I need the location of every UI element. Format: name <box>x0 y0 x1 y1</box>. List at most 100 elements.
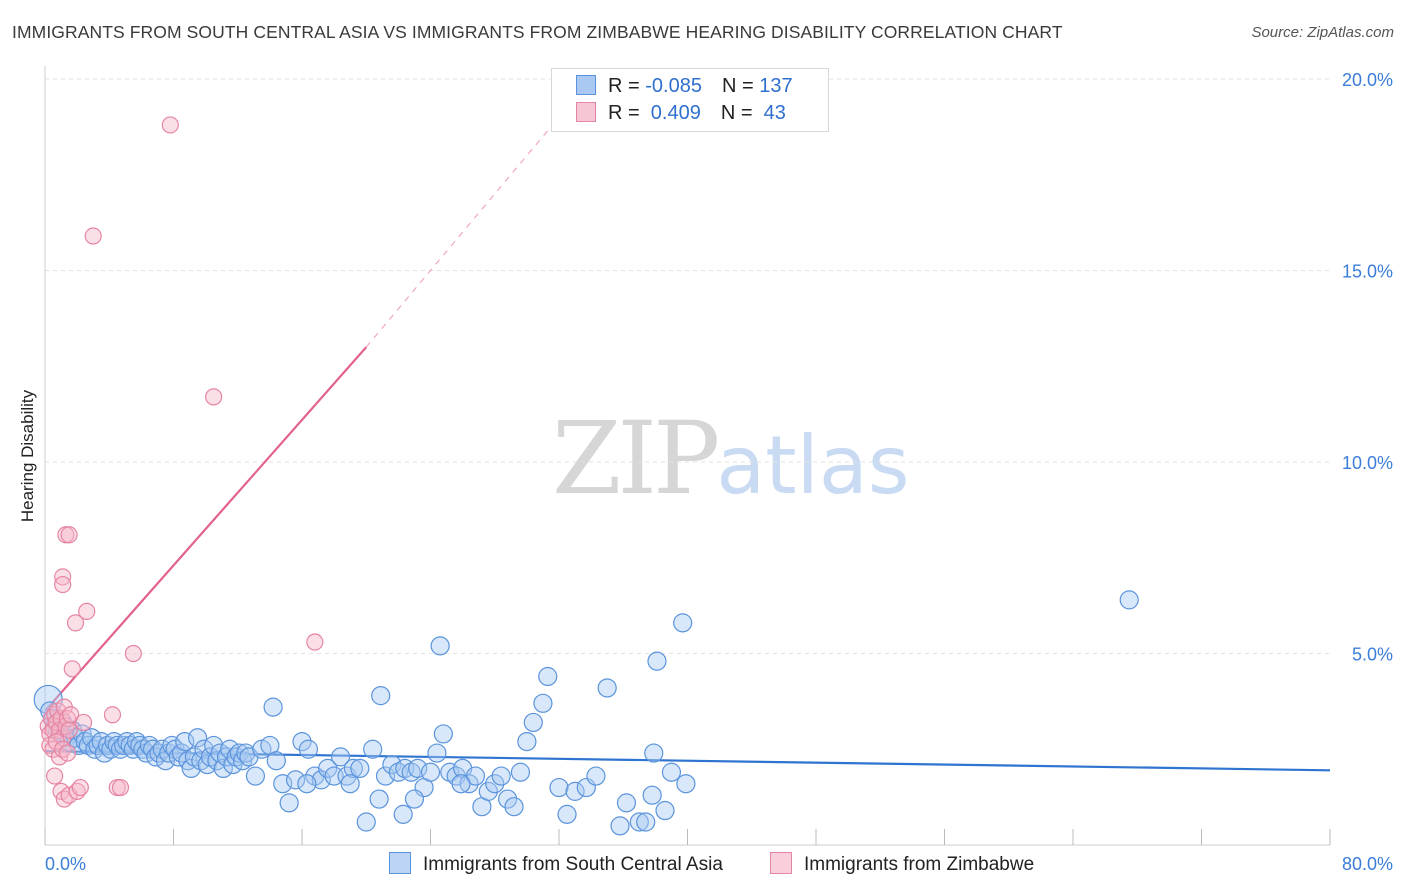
bottom-legend-label: Immigrants from South Central Asia <box>423 854 723 875</box>
blue-data-point <box>181 758 201 779</box>
pink-data-point <box>58 744 77 762</box>
blue-data-point <box>408 758 428 779</box>
blue-data-point <box>610 816 630 836</box>
blue-data-point <box>356 812 376 832</box>
pink-data-point <box>60 526 78 544</box>
x-tick-label: 0.0% <box>45 854 86 874</box>
tick-labels: 5.0% 10.0% 15.0% 20.0% 0.0% 80.0% <box>45 70 1393 874</box>
correlation-legend: R = -0.085 N = 137 R = 0.409 N = 43 <box>551 68 829 132</box>
blue-data-point <box>311 770 331 790</box>
blue-data-point <box>81 728 102 748</box>
pink-data-point <box>306 633 324 651</box>
blue-data-point <box>510 762 531 782</box>
pink-data-point <box>63 660 81 678</box>
axes <box>44 66 1331 846</box>
chart-title: IMMIGRANTS FROM SOUTH CENTRAL ASIA VS IM… <box>12 22 1063 42</box>
blue-data-point <box>175 731 195 752</box>
blue-data-point <box>279 793 299 813</box>
bottom-legend-item-south-central-asia: Immigrants from South Central Asia <box>389 852 723 876</box>
blue-data-point <box>647 651 667 671</box>
blue-data-point <box>340 774 360 794</box>
blue-data-point <box>213 758 233 779</box>
pink-data-point <box>66 614 85 632</box>
blue-data-point <box>404 789 425 809</box>
blue-data-point <box>597 678 617 698</box>
blue-data-point <box>343 758 363 779</box>
pink-data-point <box>124 644 142 663</box>
blue-data-point <box>655 800 675 821</box>
blue-data-point <box>504 797 524 817</box>
blue-data-point <box>427 743 447 763</box>
blue-data-point <box>629 812 649 832</box>
source-credit: Source: ZipAtlas.com <box>1251 24 1394 41</box>
blue-data-point <box>661 762 682 782</box>
watermark-zip: ZIP <box>552 400 720 517</box>
blue-data-point <box>549 777 569 798</box>
blue-data-point <box>451 774 471 794</box>
blue-data-point <box>616 793 637 813</box>
pink-data-point <box>205 388 223 406</box>
pink-data-point <box>54 575 72 594</box>
blue-data-point <box>565 781 585 801</box>
blue-data-point <box>369 789 389 809</box>
blue-data-point <box>586 766 606 786</box>
data-points <box>33 116 1139 836</box>
pink-data-point <box>103 706 122 724</box>
blue-data-point <box>363 739 383 759</box>
blue-data-point <box>644 743 664 763</box>
blue-data-point <box>517 731 537 752</box>
blue-data-point <box>523 712 543 733</box>
blue-data-point <box>263 697 283 717</box>
legend-n-value: 137 <box>759 75 793 97</box>
blue-data-point <box>216 747 237 767</box>
blue-data-point <box>318 758 338 779</box>
legend-row-zimbabwe: R = 0.409 N = 43 <box>576 102 786 128</box>
legend-r-label: R = <box>608 102 646 124</box>
blue-data-point <box>171 743 192 763</box>
pink-data-point <box>161 116 179 134</box>
blue-data-point <box>673 613 693 633</box>
pink-data-point <box>62 706 80 724</box>
blue-data-point <box>207 751 227 771</box>
blue-data-point <box>420 762 441 782</box>
legend-n-label: N = <box>720 102 759 124</box>
blue-data-point <box>382 754 402 775</box>
pink-data-point <box>71 778 89 797</box>
blue-data-point <box>375 766 396 786</box>
blue-data-point <box>245 766 266 786</box>
blue-data-point <box>197 754 217 775</box>
blue-swatch-icon <box>389 852 411 874</box>
blue-data-point <box>533 693 553 713</box>
blue-data-point <box>285 770 306 790</box>
blue-data-point <box>330 747 351 767</box>
watermark: ZIPatlas <box>552 400 910 517</box>
pink-data-point <box>111 778 130 797</box>
blue-data-point <box>433 724 453 744</box>
blue-data-point <box>485 774 505 794</box>
watermark-atlas: atlas <box>716 419 910 512</box>
blue-data-point <box>676 774 696 794</box>
blue-data-point <box>478 781 498 801</box>
blue-data-point <box>266 751 286 771</box>
blue-data-point <box>557 804 577 824</box>
blue-data-point <box>187 728 208 748</box>
blue-trend-line <box>44 750 1331 772</box>
blue-data-point <box>459 774 479 794</box>
blue-data-point <box>393 804 413 824</box>
legend-n-value: 43 <box>758 102 786 124</box>
blue-data-point <box>204 735 224 756</box>
blue-data-point <box>636 812 656 832</box>
blue-data-point <box>297 774 317 794</box>
legend-n-label: N = <box>721 75 760 97</box>
x-tick-label: 80.0% <box>1342 854 1393 874</box>
blue-data-point <box>350 758 370 779</box>
legend-r-label: R = <box>608 75 646 97</box>
blue-data-point <box>491 766 511 786</box>
blue-data-point <box>371 686 391 706</box>
blue-data-point <box>430 636 450 656</box>
pink-data-point <box>78 602 96 620</box>
bottom-legend-item-zimbabwe: Immigrants from Zimbabwe <box>770 852 1034 876</box>
pink-swatch-icon <box>576 102 596 122</box>
blue-data-point <box>220 739 240 759</box>
grid <box>45 78 1330 654</box>
